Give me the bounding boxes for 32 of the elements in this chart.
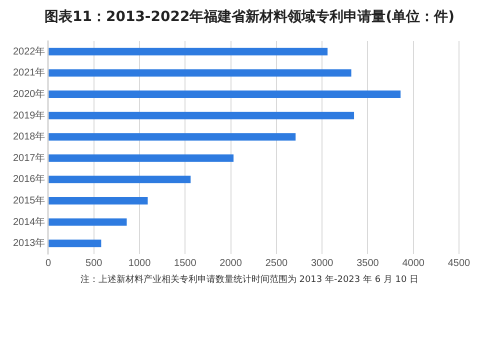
- x-tick-label: 2000: [220, 258, 242, 269]
- x-tick-label: 4000: [402, 258, 425, 269]
- text: 注：上述新材料产业相关专利申请数量统计时间范围为 2013 年-2023 年 6 月 10 日: [79, 274, 420, 286]
- y-tick-label: 2019年: [12, 109, 46, 122]
- y-tick-label: 2018年: [12, 130, 46, 143]
- y-tick-label: 2015年: [12, 194, 46, 206]
- y-tick-label: 2013年: [12, 237, 46, 250]
- bar: [48, 112, 354, 120]
- bar: [48, 197, 148, 204]
- bar: [48, 69, 352, 77]
- y-tick-label: 2016年: [12, 173, 46, 186]
- x-tick-label: 0: [45, 258, 52, 269]
- y-tick-label: 2020年: [12, 88, 46, 100]
- x-tick-label: 4500: [448, 258, 471, 269]
- x-tick-label: 3500: [356, 258, 380, 269]
- bar: [48, 176, 191, 184]
- bar: [48, 133, 296, 141]
- bar: [48, 240, 102, 248]
- chart-title: 图表11：2013-2022年福建省新材料领域专利申请量(单位：件): [43, 8, 456, 26]
- y-tick-label: 2022年: [12, 45, 46, 58]
- bar: [48, 48, 328, 56]
- y-tick-label: 2021年: [12, 66, 46, 79]
- bar: [48, 90, 401, 98]
- x-tick-label: 2500: [265, 258, 288, 269]
- y-tick-label: 2017年: [12, 152, 46, 164]
- bar: [48, 154, 234, 162]
- x-tick-label: 3000: [310, 258, 334, 269]
- x-tick-label: 500: [86, 258, 103, 269]
- bar: [48, 218, 127, 226]
- x-tick-label: 1500: [174, 258, 197, 269]
- x-tick-label: 1000: [128, 258, 152, 269]
- y-tick-label: 2014年: [12, 216, 46, 228]
